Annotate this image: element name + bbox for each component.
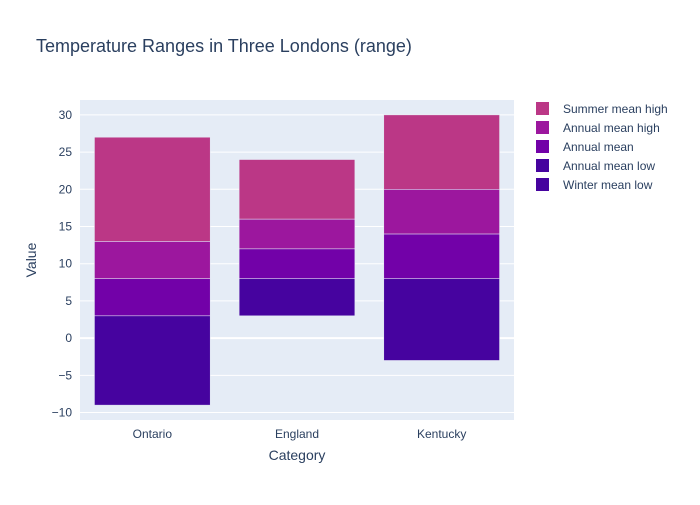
y-tick-label: 25 — [59, 145, 73, 159]
y-axis-title: Value — [23, 242, 39, 277]
y-tick-label: −10 — [52, 406, 73, 420]
bar-segment — [383, 233, 500, 279]
bar-segment — [383, 189, 500, 235]
bar-segment — [383, 278, 500, 361]
legend-swatch[interactable] — [536, 159, 549, 172]
bar-segment — [94, 136, 211, 242]
legend-label[interactable]: Annual mean — [563, 140, 634, 154]
x-tick-labels: Ontario England Kentucky — [133, 427, 467, 441]
bar-segment — [238, 278, 356, 317]
legend-swatch[interactable] — [536, 140, 549, 153]
bar-segment — [238, 159, 356, 220]
legend-swatch[interactable] — [536, 102, 549, 115]
y-tick-label: 15 — [59, 220, 73, 234]
bar-segment — [383, 114, 500, 190]
legend-swatch[interactable] — [536, 178, 549, 191]
y-tick-label: 20 — [59, 182, 73, 196]
legend-swatch[interactable] — [536, 121, 549, 134]
x-tick-label: England — [275, 427, 319, 441]
y-tick-label: 5 — [65, 294, 72, 308]
bar-segment — [94, 315, 211, 406]
y-tick-label: 30 — [59, 108, 73, 122]
bar-segment — [238, 218, 356, 250]
x-tick-label: Kentucky — [417, 427, 466, 441]
y-tick-labels: −10 −5 0 5 10 15 20 25 30 — [52, 108, 73, 420]
y-tick-label: −5 — [58, 368, 72, 382]
y-tick-label: 0 — [65, 331, 72, 345]
bar-segment — [238, 248, 356, 279]
y-tick-label: 10 — [59, 257, 73, 271]
legend-label[interactable]: Winter mean low — [563, 178, 653, 192]
legend-label[interactable]: Annual mean low — [563, 159, 655, 173]
legend-label[interactable]: Annual mean high — [563, 121, 660, 135]
bars — [94, 114, 500, 406]
x-axis-title: Category — [269, 447, 326, 463]
bar-segment — [94, 278, 211, 317]
legend-label[interactable]: Summer mean high — [563, 102, 668, 116]
x-tick-label: Ontario — [133, 427, 173, 441]
chart-title: Temperature Ranges in Three Londons (ran… — [36, 36, 412, 56]
bar-segment — [94, 241, 211, 279]
legend: Summer mean high Annual mean high Annual m… — [536, 102, 668, 192]
